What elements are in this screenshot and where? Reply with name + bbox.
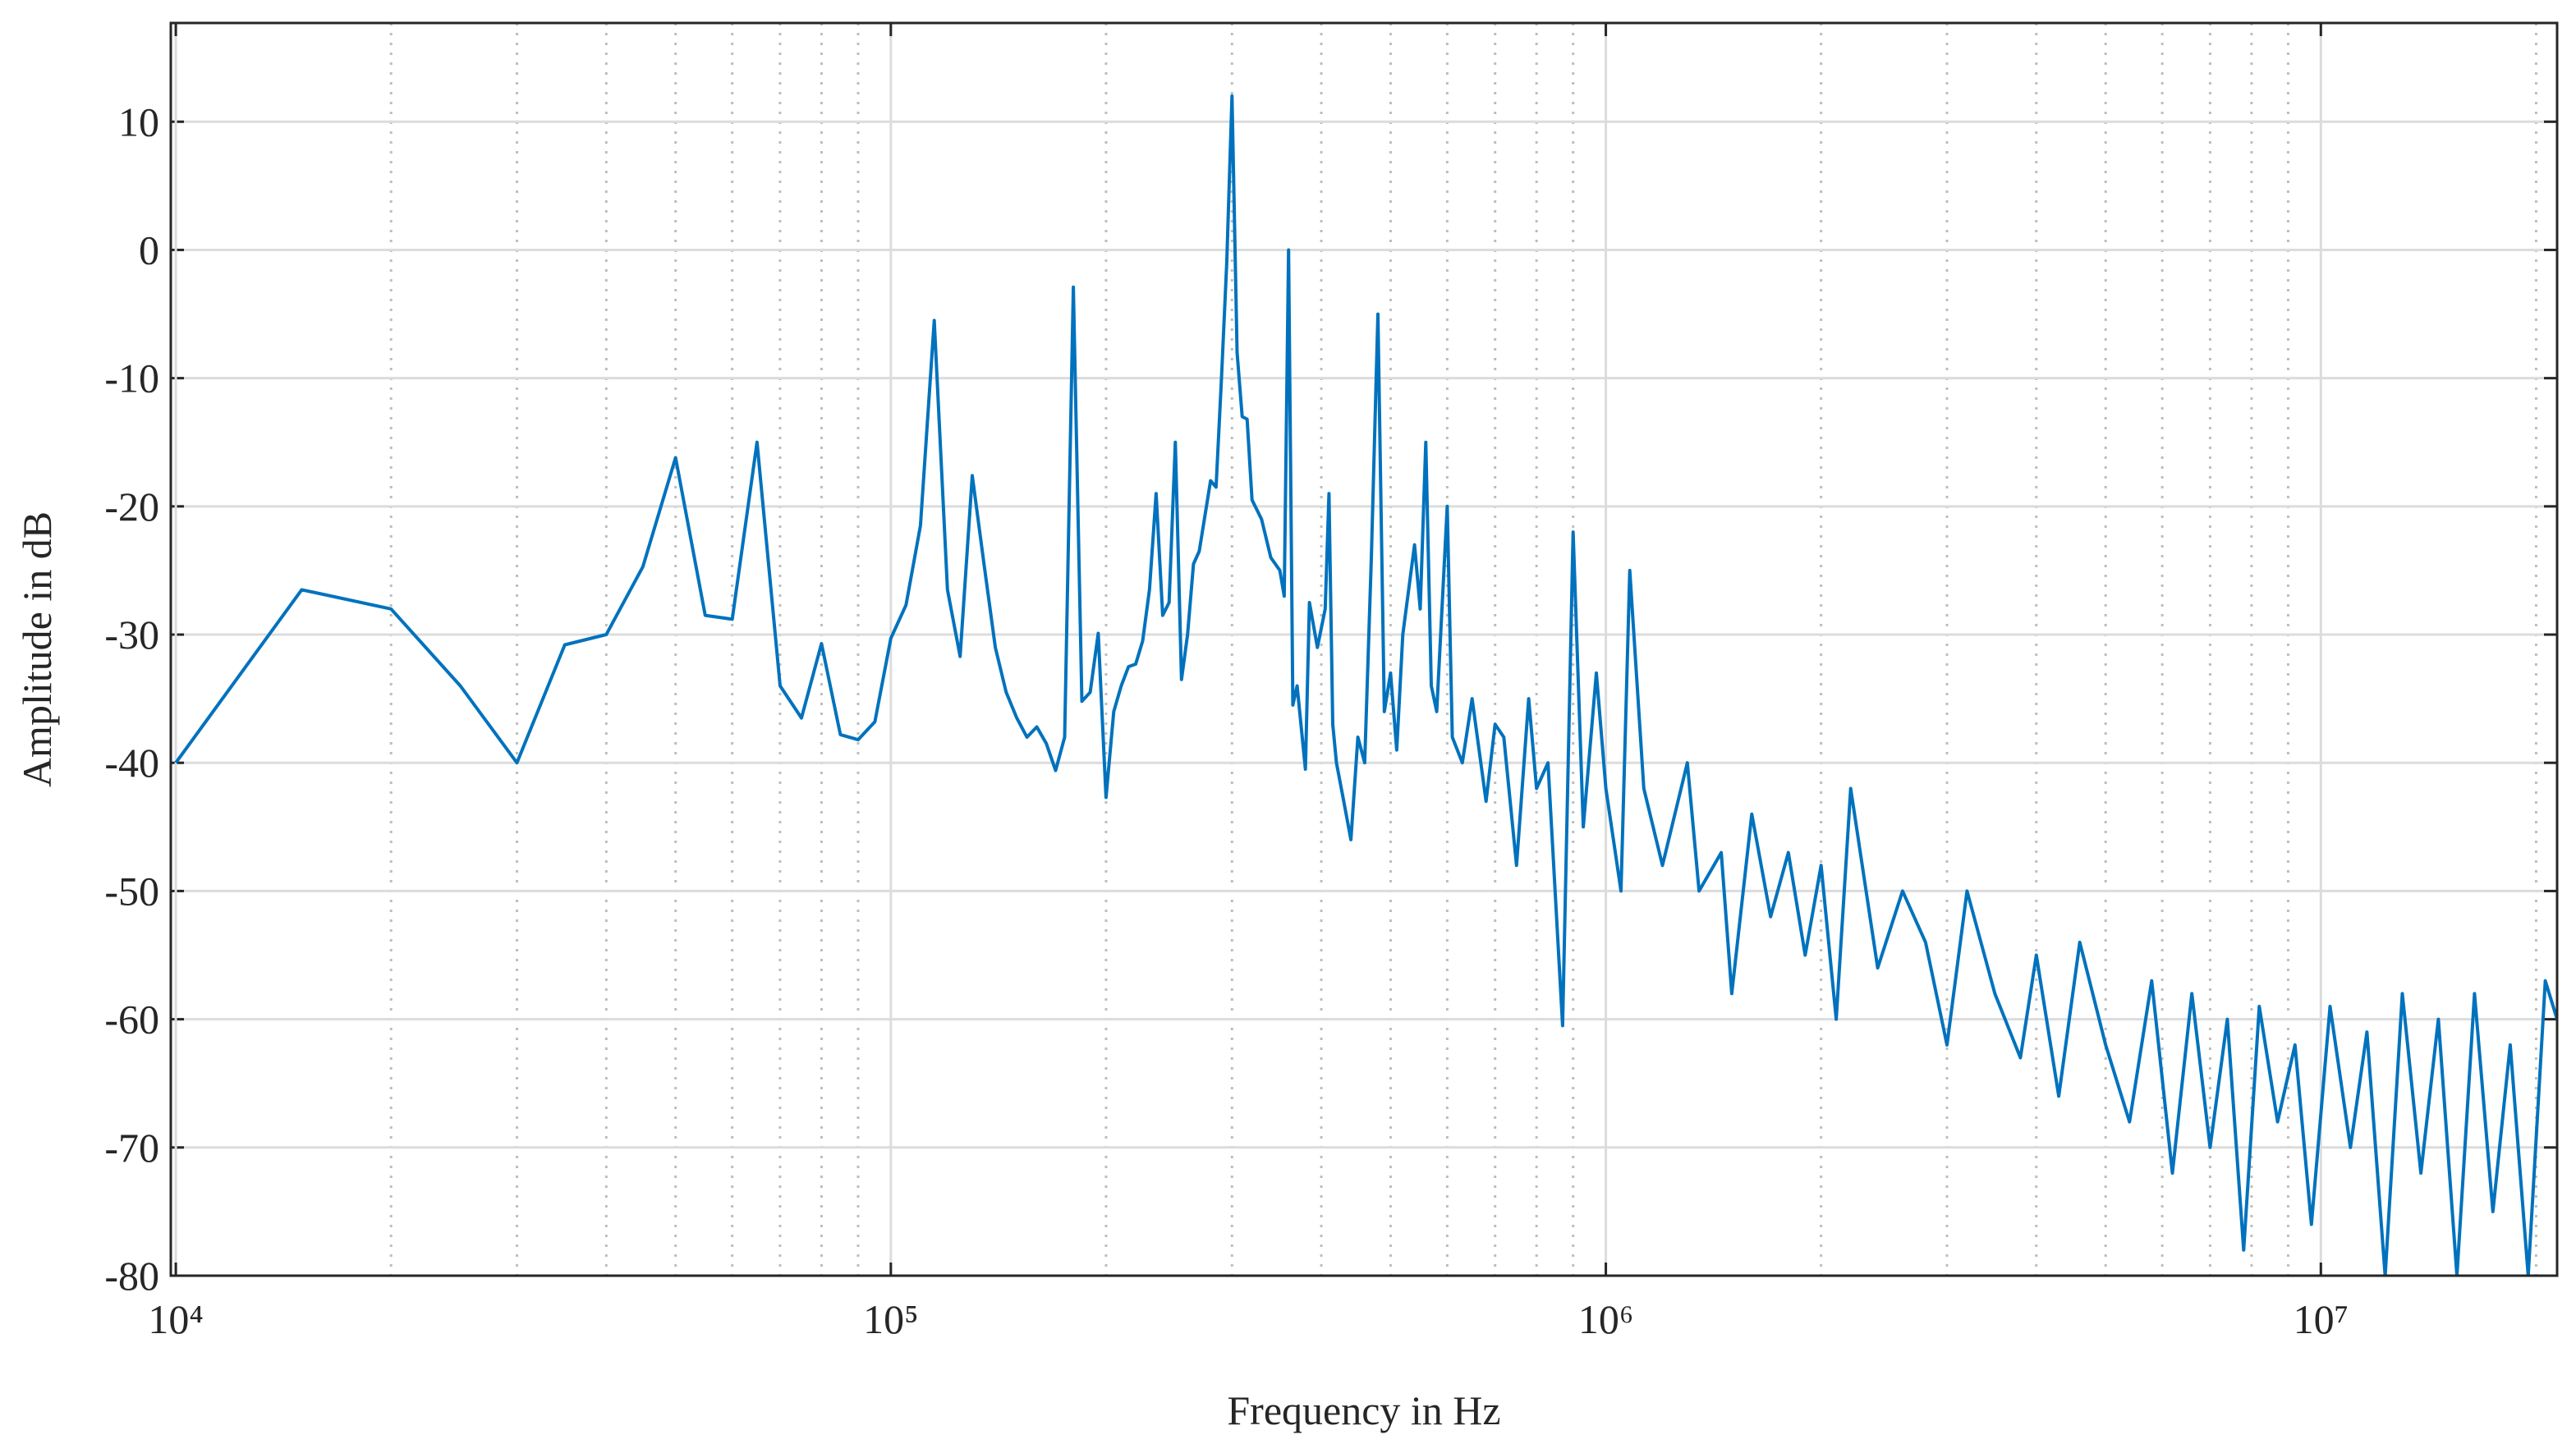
x-tick-label: 10⁷ — [2294, 1296, 2349, 1342]
y-axis-label: Amplitude in dB — [14, 511, 60, 787]
y-tick-label: -50 — [104, 868, 159, 914]
y-tick-label: -70 — [104, 1125, 159, 1171]
y-tick-label: -20 — [104, 484, 159, 529]
y-tick-label: 0 — [139, 227, 159, 273]
x-tick-label: 10⁵ — [863, 1296, 918, 1342]
y-tick-label: -40 — [104, 740, 159, 786]
y-tick-label: -10 — [104, 355, 159, 401]
x-tick-label: 10⁴ — [148, 1296, 203, 1342]
y-tick-label: -80 — [104, 1253, 159, 1299]
data-line — [174, 94, 2557, 1276]
x-tick-label: 10⁶ — [1578, 1296, 1633, 1342]
x-axis-label: Frequency in Hz — [1227, 1387, 1500, 1433]
y-tick-label: 10 — [118, 99, 159, 144]
y-tick-label: -30 — [104, 612, 159, 658]
y-tick-label: -60 — [104, 997, 159, 1043]
axes-box — [169, 21, 2559, 1277]
